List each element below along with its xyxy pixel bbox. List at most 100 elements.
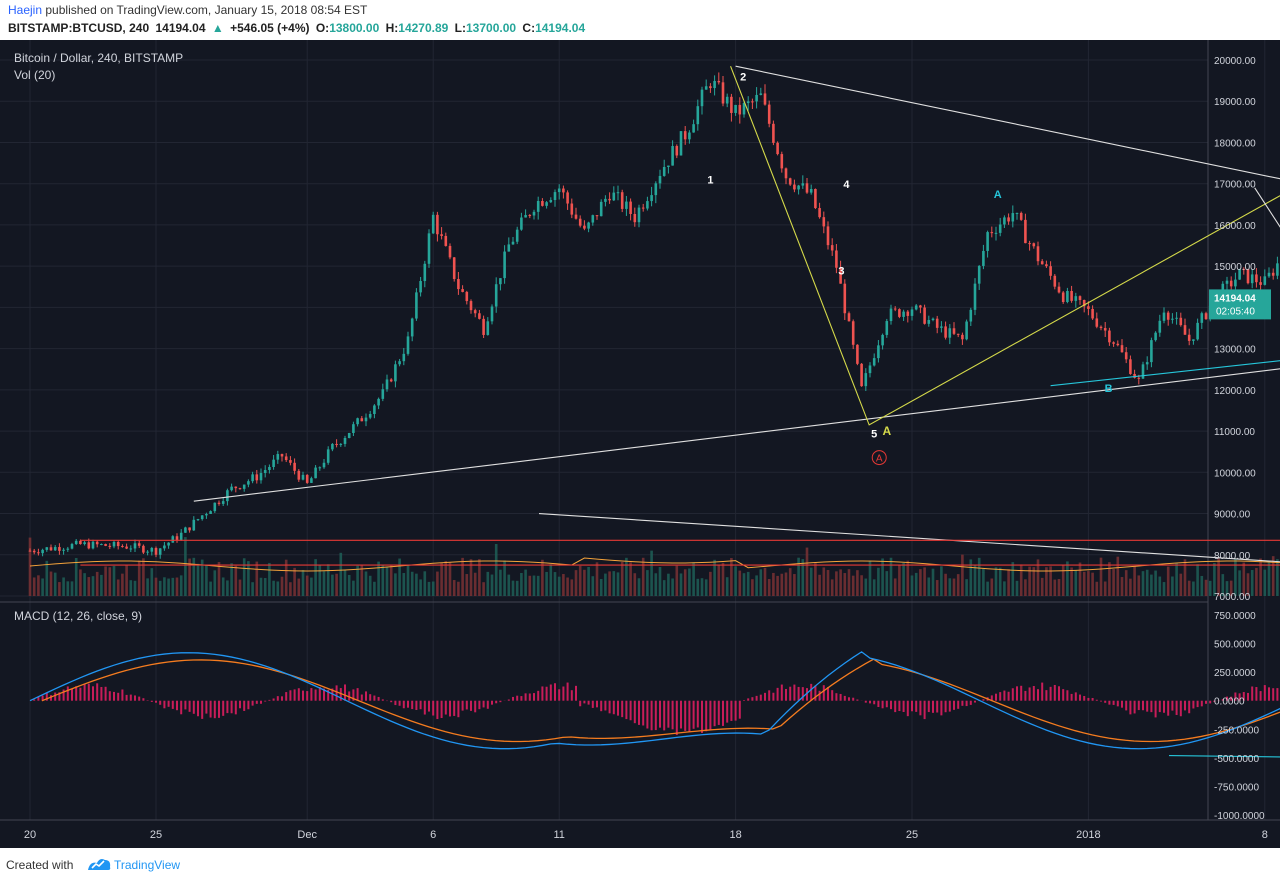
volume-bar [541, 559, 544, 596]
author-link[interactable]: Haejin [8, 3, 43, 17]
volume-bar [79, 569, 82, 596]
macd-histogram-bar [638, 700, 640, 725]
candle-body [893, 308, 897, 310]
candle-body [1066, 291, 1069, 302]
up-arrow-icon: ▲ [211, 21, 224, 35]
candle-body [1187, 334, 1191, 341]
macd-histogram-bar [276, 696, 279, 701]
candle-body [108, 545, 112, 547]
volume-bar [948, 578, 952, 596]
candle-body [1158, 320, 1162, 333]
candle-body [91, 541, 95, 549]
macd-histogram-bar [1066, 690, 1069, 701]
candle-body [919, 305, 922, 308]
candle-body [1171, 318, 1174, 320]
volume-bar [868, 560, 872, 596]
volume-bar [637, 578, 641, 596]
volume-bar [242, 558, 246, 596]
macd-histogram-bar [1049, 686, 1052, 701]
price-chart[interactable]: 7000.008000.009000.0010000.0011000.00120… [0, 40, 1280, 848]
macd-histogram-bar [692, 700, 695, 729]
macd-histogram-bar [533, 693, 535, 701]
volume-bar [356, 565, 359, 596]
candle-body [1082, 299, 1086, 307]
candle-body [982, 250, 985, 266]
candle-body [326, 449, 330, 463]
volume-bar [154, 577, 158, 596]
candle-body [238, 488, 242, 490]
macd-histogram-bar [352, 689, 355, 701]
macd-histogram-bar [680, 700, 682, 729]
volume-bar [784, 572, 788, 596]
macd-histogram-bar [852, 697, 855, 701]
tradingview-brand[interactable]: TradingView [114, 858, 181, 872]
candle-body [809, 189, 813, 193]
volume-bar [297, 578, 301, 596]
candle-body [910, 309, 914, 316]
macd-histogram-bar [226, 700, 229, 714]
volume-bar [793, 574, 796, 596]
volume-bar [524, 569, 527, 596]
candle-body [797, 185, 800, 190]
candle-body [599, 201, 603, 217]
candle-body [675, 146, 679, 156]
volume-bar [385, 566, 389, 596]
candle-body [70, 544, 74, 549]
candle-body [763, 93, 767, 105]
macd-histogram-bar [549, 684, 552, 701]
macd-histogram-bar [264, 700, 267, 702]
volume-bar [557, 576, 561, 596]
tradingview-logo-icon[interactable] [86, 856, 112, 872]
candle-body [629, 201, 632, 214]
change-value: +546.05 (+4%) [230, 21, 310, 35]
volume-bar [175, 577, 179, 596]
volume-bar [1192, 581, 1195, 596]
macd-divergence-line [1169, 754, 1280, 758]
volume-bar [280, 576, 284, 596]
candle-body [457, 278, 460, 290]
macd-tick-label: -750.0000 [1214, 782, 1259, 793]
candle-body [641, 207, 645, 209]
volume-bar [532, 575, 536, 596]
macd-histogram-bar [1083, 695, 1086, 701]
chart-grid [0, 40, 1280, 821]
macd-line [29, 651, 1280, 750]
candle-body [322, 462, 326, 468]
macd-histogram-bar [617, 700, 619, 716]
volume-bar [864, 578, 868, 596]
candle-body [352, 424, 355, 433]
candle-body [1032, 243, 1036, 247]
macd-histogram-bar [545, 686, 548, 701]
volume-bar [259, 577, 263, 596]
volume-bar [247, 561, 250, 596]
macd-histogram-bar [591, 700, 594, 708]
macd-histogram-bar [1213, 700, 1216, 702]
volume-bar [805, 547, 809, 596]
macd-histogram-bar [1209, 700, 1212, 704]
macd-histogram-bar [780, 684, 783, 701]
volume-bar [1225, 581, 1229, 596]
macd-histogram-bar [323, 688, 325, 701]
candle-body [163, 545, 166, 549]
macd-histogram-bar [1158, 700, 1161, 713]
candle-body [902, 311, 905, 317]
candle-body [154, 547, 158, 555]
candle-body [125, 546, 128, 549]
volume-bar [289, 582, 292, 596]
symbol-line: BITSTAMP:BTCUSD, 240 14194.04 ▲ +546.05 … [8, 21, 588, 35]
candle-body [175, 536, 179, 540]
volume-bar [226, 580, 229, 596]
macd-histogram-bar [449, 700, 451, 717]
macd-histogram-bar [218, 700, 220, 718]
volume-bar [562, 574, 565, 596]
candle-body [738, 104, 742, 115]
candle-body [373, 405, 376, 415]
volume-bar [49, 571, 53, 596]
candle-body [263, 469, 267, 474]
candle-body [545, 202, 548, 206]
candle-body [133, 543, 137, 549]
volume-bar [1162, 582, 1166, 596]
macd-histogram-bar [50, 695, 52, 701]
macd-histogram-bar [575, 685, 577, 701]
macd-histogram-bar [394, 700, 397, 706]
